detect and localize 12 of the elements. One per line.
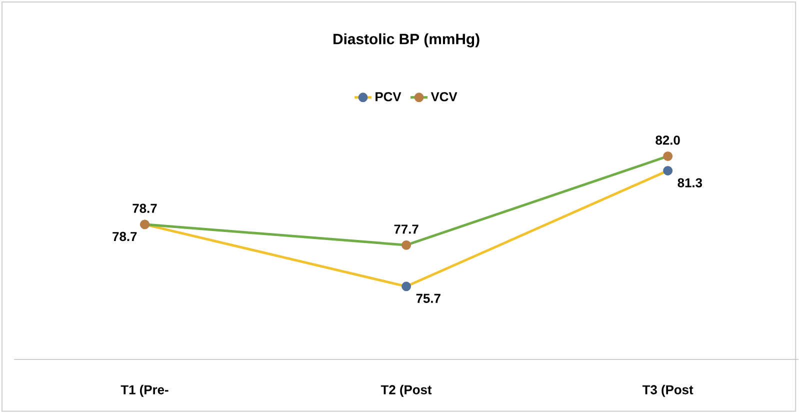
data-label: 75.7 xyxy=(416,294,440,303)
data-label: 78.7 xyxy=(112,232,137,241)
legend-label: PCV xyxy=(376,92,402,102)
x-tick-label: T2 (Post xyxy=(380,384,432,397)
chart-title: Diastolic BP (mmHg) xyxy=(334,33,480,48)
x-tick-label: T3 (Post xyxy=(642,384,694,397)
x-tick-label: T1 (Pre- xyxy=(120,384,168,397)
legend-label: VCV xyxy=(430,92,458,102)
data-label: 82.0 xyxy=(656,135,680,145)
data-label: 77.7 xyxy=(394,224,418,234)
data-label: 78.7 xyxy=(132,204,157,213)
data-label: 81.3 xyxy=(678,178,702,188)
